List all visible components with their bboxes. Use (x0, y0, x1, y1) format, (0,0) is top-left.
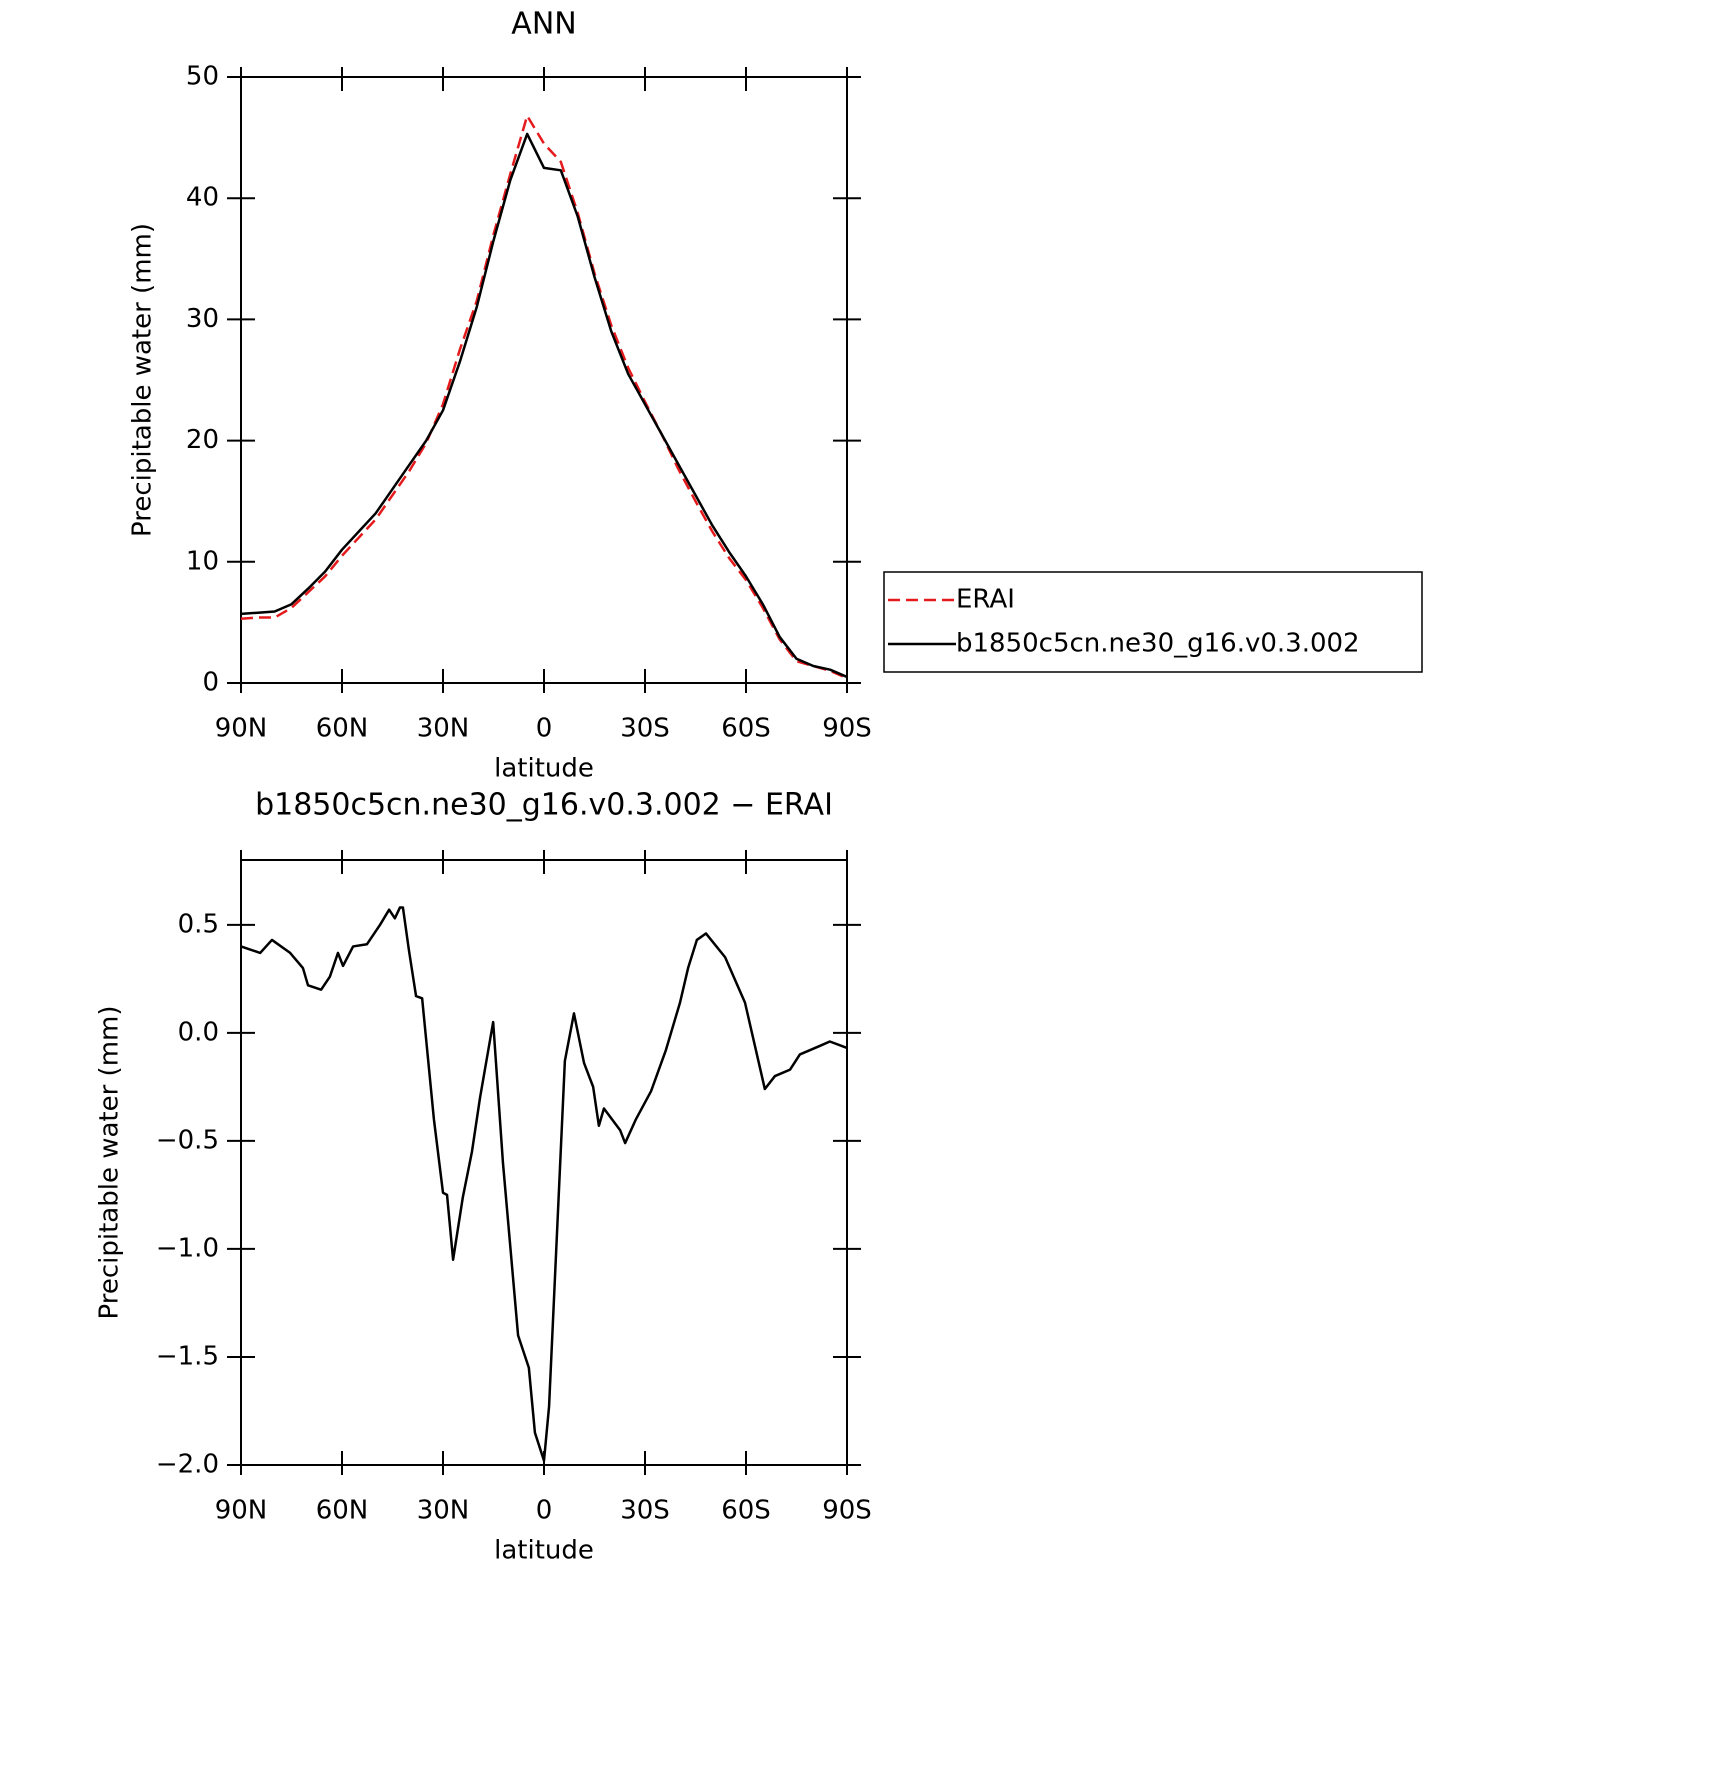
x-tick-label: 0 (536, 714, 553, 744)
y-tick-label: 0.5 (178, 909, 219, 939)
x-tick-label: 30S (620, 1496, 670, 1526)
x-tick-label: 30N (417, 1496, 470, 1526)
y-tick-label: −0.5 (156, 1125, 219, 1155)
y-axis-label: Precipitable water (mm) (95, 1006, 125, 1320)
x-tick-label: 90N (215, 1496, 268, 1526)
x-axis-label: latitude (494, 1536, 594, 1566)
x-tick-label: 60N (316, 714, 369, 744)
legend-label: ERAI (956, 585, 1015, 615)
chart-title: ANN (511, 7, 576, 42)
data-line (240, 114, 848, 680)
x-tick-label: 30N (417, 714, 470, 744)
x-tick-label: 60N (316, 1496, 369, 1526)
y-tick-label: 40 (186, 183, 219, 213)
y-tick-label: −1.0 (156, 1233, 219, 1263)
y-axis-label: Precipitable water (mm) (128, 223, 158, 537)
y-tick-label: 20 (186, 425, 219, 455)
x-tick-label: 30S (620, 714, 670, 744)
x-tick-label: 90S (822, 714, 872, 744)
data-line (240, 132, 848, 679)
chart-title: b1850c5cn.ne30_g16.v0.3.002 − ERAI (255, 788, 833, 823)
x-tick-label: 0 (536, 1496, 553, 1526)
x-tick-label: 90N (215, 714, 268, 744)
y-tick-label: 0 (202, 668, 219, 698)
y-tick-label: 50 (186, 62, 219, 92)
y-tick-label: 10 (186, 546, 219, 576)
y-tick-label: 0.0 (178, 1017, 219, 1047)
legend-box (883, 571, 1423, 673)
x-tick-label: 60S (721, 714, 771, 744)
y-tick-label: 30 (186, 304, 219, 334)
x-tick-label: 60S (721, 1496, 771, 1526)
plot-frame (240, 859, 848, 1466)
plot-frame (240, 76, 848, 684)
y-tick-label: −2.0 (156, 1450, 219, 1480)
y-tick-label: −1.5 (156, 1341, 219, 1371)
x-tick-label: 90S (822, 1496, 872, 1526)
x-axis-label: latitude (494, 754, 594, 784)
legend-label: b1850c5cn.ne30_g16.v0.3.002 (956, 629, 1360, 659)
data-line (240, 906, 848, 1462)
